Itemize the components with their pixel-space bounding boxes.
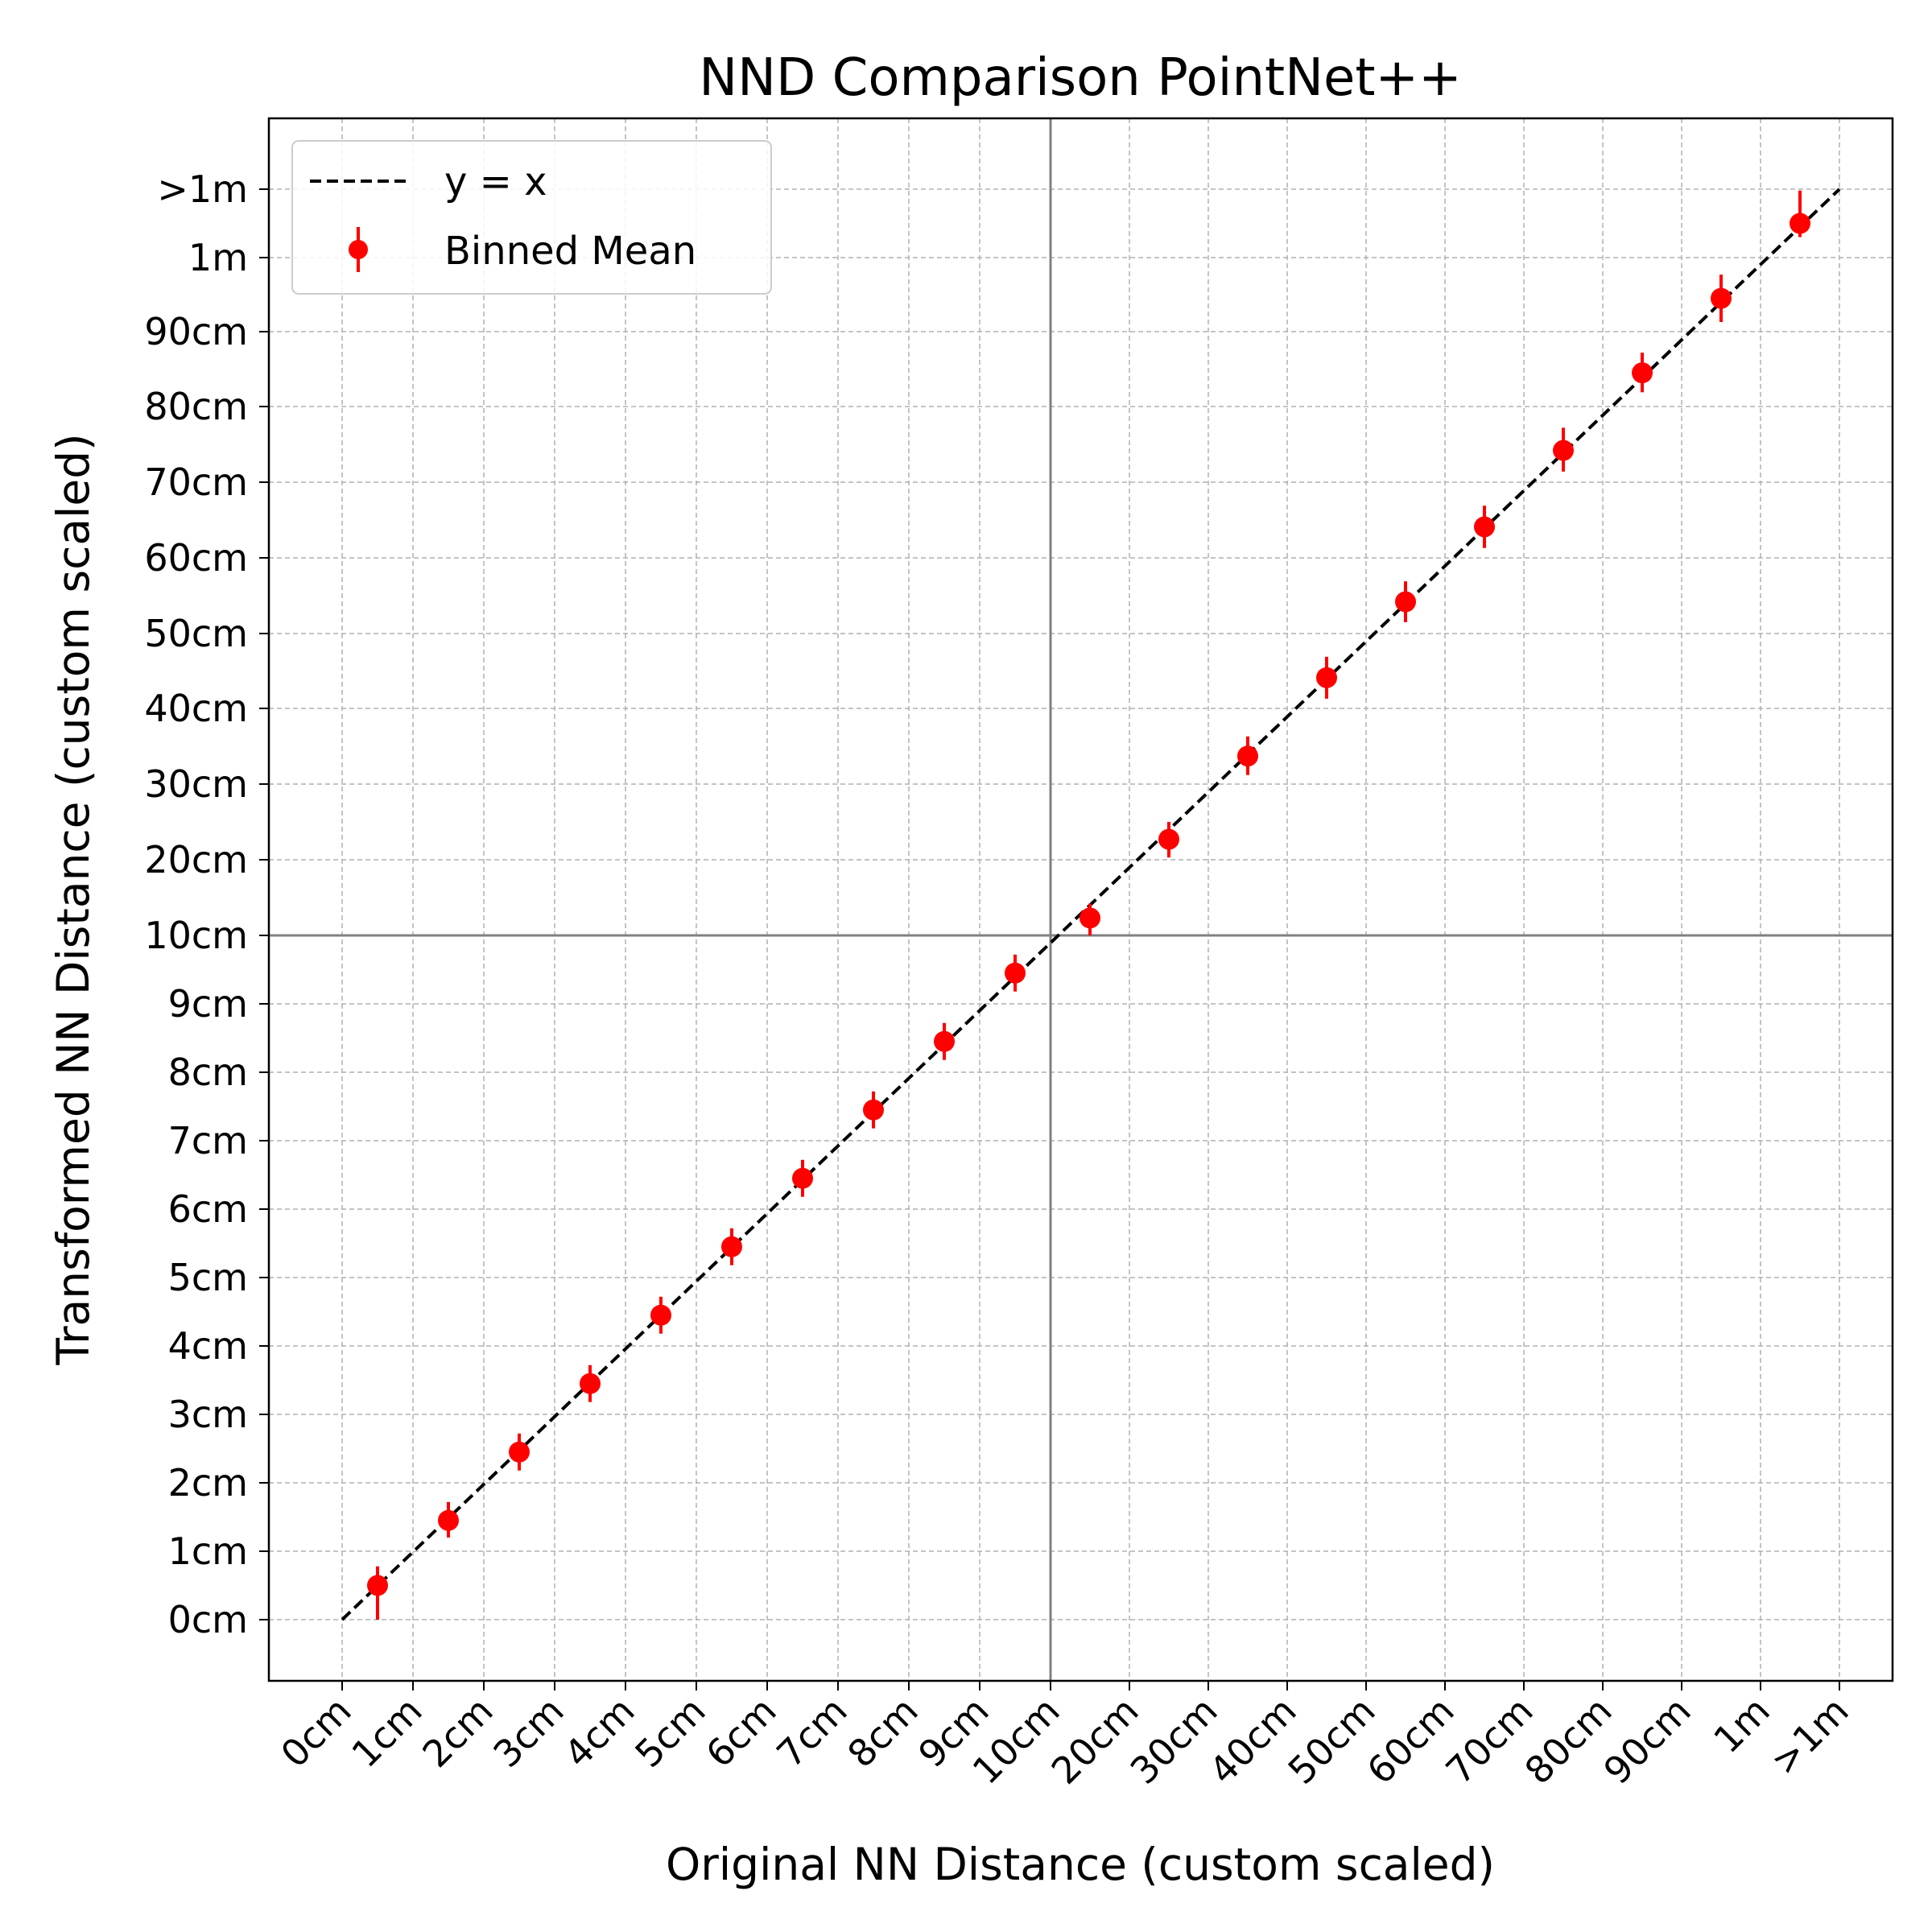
y-tick-label: 4cm — [168, 1324, 248, 1368]
legend-label-ideal: y = x — [444, 159, 547, 204]
data-point — [1158, 828, 1179, 850]
y-axis: 0cm 1cm 2cm 3cm 4cm 5cm 6cm 7cm 8cm 9cm 10cm 20cm 30… — [144, 167, 269, 1641]
x-tick-label: 5cm — [626, 1689, 713, 1776]
data-point — [863, 1099, 884, 1121]
reference-lines — [269, 118, 1893, 1681]
x-tick-label: 90cm — [1596, 1689, 1699, 1793]
data-point — [367, 1575, 388, 1596]
data-point — [1316, 667, 1337, 688]
y-tick-label: 80cm — [144, 385, 248, 428]
x-tick-label: 4cm — [555, 1689, 642, 1776]
data-point — [580, 1373, 601, 1394]
data-point — [1790, 213, 1810, 234]
legend: y = x Binned Mean — [291, 140, 772, 295]
y-tick-label: 0cm — [168, 1598, 248, 1641]
x-tick-label: 80cm — [1517, 1689, 1620, 1793]
y-tick-label: 30cm — [144, 762, 248, 806]
y-axis-label: Transformed NN Distance (custom scaled) — [47, 433, 99, 1365]
data-point — [1005, 962, 1026, 984]
y-tick-label: 9cm — [168, 982, 248, 1026]
x-tick-label: >1m — [1762, 1689, 1857, 1784]
y-tick-label: 8cm — [168, 1051, 248, 1094]
data-point — [792, 1167, 813, 1189]
chart-title: NND Comparison PointNet++ — [699, 48, 1461, 108]
data-point — [1395, 591, 1416, 613]
legend-marker-icon — [349, 240, 368, 259]
x-tick-label: 0cm — [272, 1689, 359, 1776]
x-tick-label: 60cm — [1359, 1689, 1463, 1793]
legend-box — [291, 140, 772, 295]
y-tick-label: 50cm — [144, 612, 248, 655]
data-point — [509, 1441, 530, 1463]
x-tick-label: 3cm — [485, 1689, 572, 1776]
x-axis-label: Original NN Distance (custom scaled) — [666, 1839, 1495, 1890]
x-tick-label: 7cm — [768, 1689, 855, 1776]
x-tick-label: 6cm — [697, 1689, 784, 1776]
y-tick-label: >1m — [157, 167, 248, 211]
x-tick-label: 1cm — [343, 1689, 430, 1776]
y-tick-label: 1cm — [168, 1530, 248, 1573]
x-tick-label: 2cm — [414, 1689, 501, 1776]
data-point — [650, 1304, 671, 1326]
x-tick-label: 20cm — [1043, 1689, 1147, 1793]
data-point — [1632, 362, 1653, 384]
legend-label-binned-mean: Binned Mean — [444, 229, 696, 274]
y-tick-label: 1m — [188, 236, 248, 279]
y-tick-label: 6cm — [168, 1187, 248, 1231]
y-tick-label: 70cm — [144, 460, 248, 504]
x-tick-label: 70cm — [1438, 1689, 1542, 1793]
x-axis: 0cm1cm2cm3cm4cm5cm6cm7cm8cm9cm10cm20cm30… — [272, 1681, 1857, 1793]
x-tick-label: 50cm — [1280, 1689, 1384, 1793]
y-tick-label: 5cm — [168, 1256, 248, 1299]
x-tick-label: 8cm — [839, 1689, 926, 1776]
data-point — [934, 1030, 955, 1052]
series-binned-mean — [367, 190, 1810, 1620]
data-point — [438, 1509, 459, 1531]
y-tick-label: 90cm — [144, 310, 248, 353]
plot-frame — [267, 117, 1894, 1682]
data-point — [1553, 440, 1574, 461]
data-point — [1711, 287, 1732, 309]
y-tick-label: 20cm — [144, 838, 248, 881]
y-tick-label: 60cm — [144, 536, 248, 580]
x-tick-label: 30cm — [1122, 1689, 1226, 1793]
y-tick-label: 7cm — [168, 1119, 248, 1162]
data-point — [1080, 907, 1100, 929]
x-tick-label: 40cm — [1201, 1689, 1305, 1793]
y-tick-label: 2cm — [168, 1461, 248, 1505]
y-tick-label: 40cm — [144, 687, 248, 730]
y-tick-label: 10cm — [144, 914, 248, 957]
y-tick-label: 3cm — [168, 1393, 248, 1436]
data-point — [1474, 516, 1495, 538]
data-point — [1237, 745, 1258, 767]
data-point — [721, 1236, 742, 1257]
